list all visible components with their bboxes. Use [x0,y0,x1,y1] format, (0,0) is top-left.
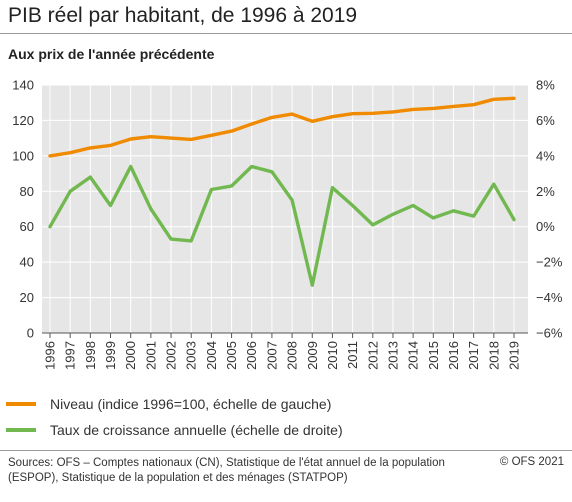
footer-divider [0,450,572,451]
x-tick-label: 2004 [204,341,219,370]
x-tick-label: 2009 [305,341,320,370]
x-tick-label: 2014 [406,341,421,370]
y-left-tick-label: 40 [20,255,34,270]
y-left-tick-label: 120 [12,113,34,128]
legend-swatch-croissance [6,428,36,432]
y-right-tick-label: 0% [536,219,555,234]
y-right-tick-label: −2% [536,255,563,270]
legend-swatch-niveau [6,402,36,406]
y-left-tick-label: 0 [27,326,34,341]
x-tick-label: 2019 [507,341,522,370]
title-divider [0,33,572,34]
x-tick-label: 2013 [385,341,400,370]
x-tick-label: 2018 [486,341,501,370]
x-tick-label: 2001 [143,341,158,370]
legend-label-niveau: Niveau (indice 1996=100, échelle de gauc… [50,396,332,412]
x-tick-label: 2005 [224,341,239,370]
chart-subtitle: Aux prix de l'année précédente [8,46,215,62]
y-left-tick-label: 140 [12,78,34,93]
x-tick-label: 2006 [244,341,259,370]
x-tick-label: 1997 [63,341,78,370]
legend-item-niveau: Niveau (indice 1996=100, échelle de gauc… [6,396,331,412]
x-tick-label: 1996 [43,341,58,370]
y-left-tick-label: 80 [20,184,34,199]
legend-label-croissance: Taux de croissance annuelle (échelle de … [50,422,343,438]
legend-item-croissance: Taux de croissance annuelle (échelle de … [6,422,343,438]
x-tick-label: 2007 [264,341,279,370]
x-tick-label: 2003 [184,341,199,370]
y-right-tick-label: −4% [536,290,563,305]
y-right-tick-label: 4% [536,148,555,163]
x-tick-label: 2000 [123,341,138,370]
x-tick-label: 2002 [164,341,179,370]
plot-area [42,85,528,333]
x-tick-label: 2011 [345,341,360,369]
line-chart: 0 −6% 20 −4% 40 −2% 60 0% 80 2% 100 4% 120 6% 140 8% 199… [12,78,563,370]
x-tick-label: 2010 [325,341,340,370]
y-right-tick-label: 6% [536,113,555,128]
y-left-tick-label: 100 [12,148,34,163]
series-line-niveau [48,96,516,158]
x-tick-label: 2008 [285,341,300,370]
sources-note: Sources: OFS – Comptes nationaux (CN), S… [8,457,445,484]
x-tick-label: 1998 [83,341,98,370]
y-right-tick-label: −6% [536,326,563,341]
y-right-tick-label: 8% [536,78,555,93]
page-title: PIB réel par habitant, de 1996 à 2019 [8,4,358,27]
x-tick-label: 2017 [466,341,481,370]
copyright-note: © OFS 2021 [499,456,564,468]
x-tick-label: 2012 [365,341,380,370]
x-tick-label: 2016 [446,341,461,370]
series-line-croissance [48,164,516,287]
y-right-tick-label: 2% [536,184,555,199]
y-left-tick-label: 60 [20,219,34,234]
x-tick-label: 2015 [426,341,441,370]
y-left-tick-label: 20 [20,290,34,305]
x-tick-label: 1999 [103,341,118,370]
